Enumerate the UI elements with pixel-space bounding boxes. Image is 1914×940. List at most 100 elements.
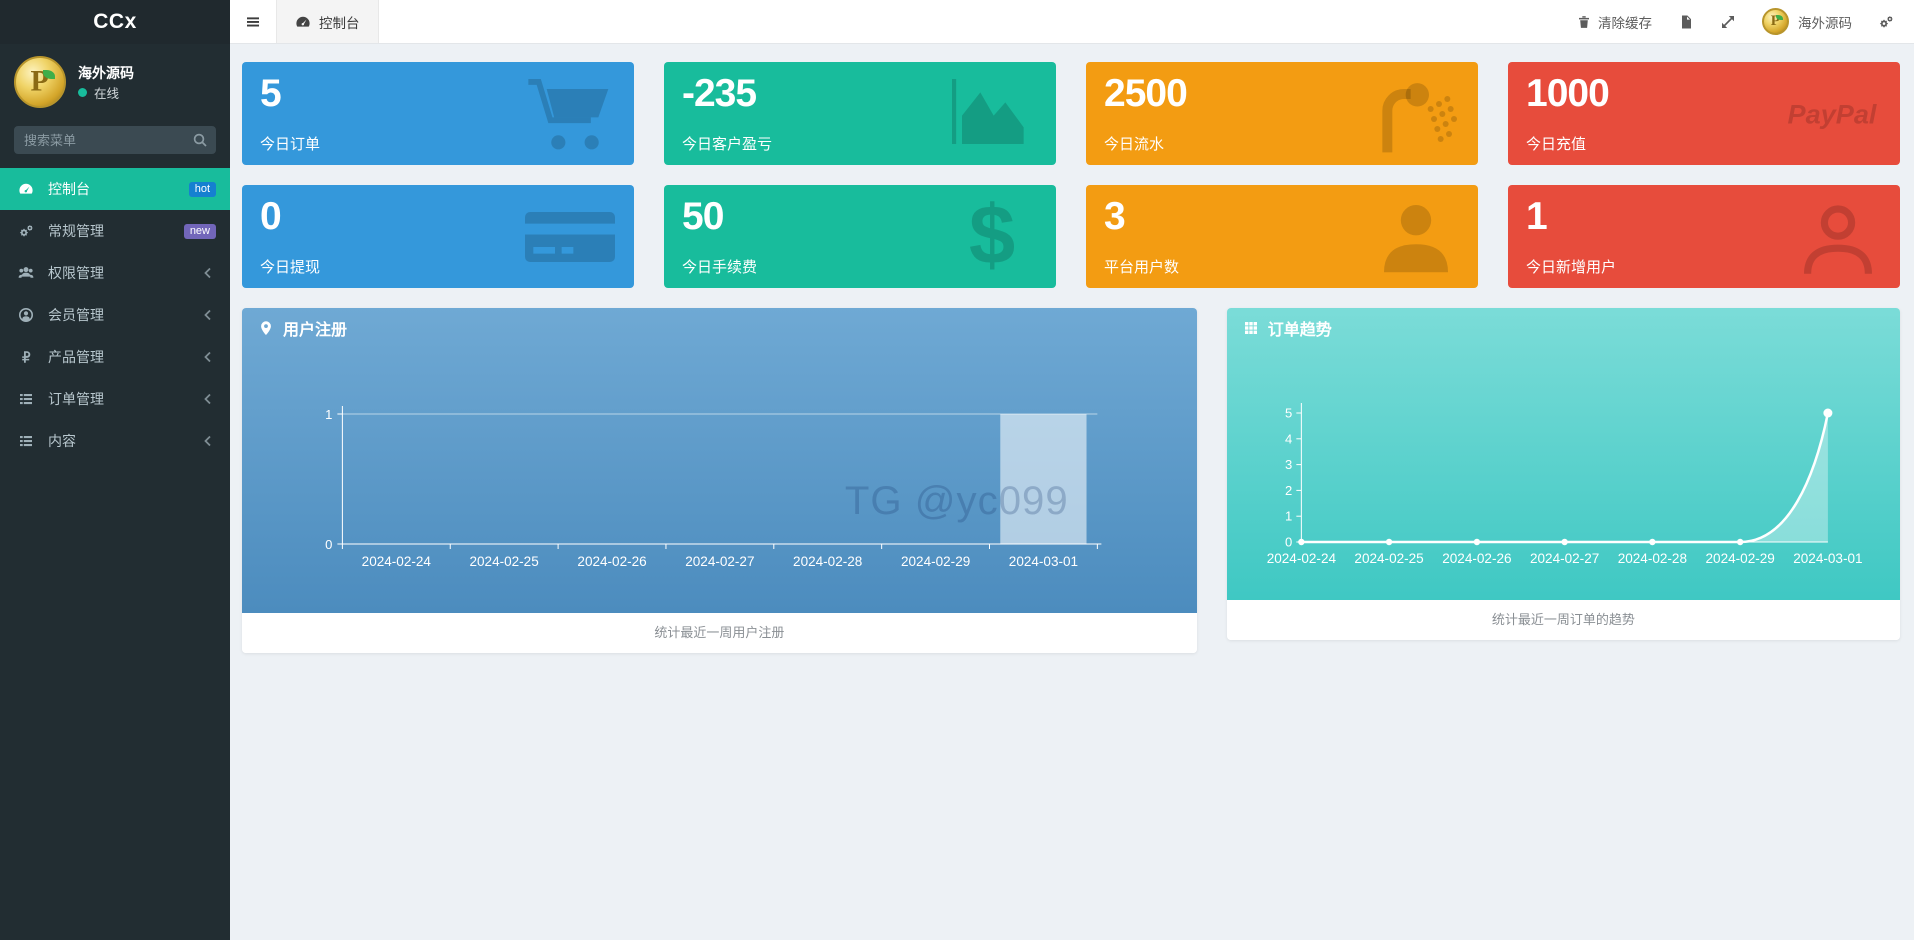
stat-card-4: 1000 今日充值 PayPal	[1508, 62, 1900, 165]
stat-label: 今日提现	[260, 259, 321, 276]
svg-text:2024-02-28: 2024-02-28	[793, 554, 862, 569]
sidebar-item-5[interactable]: 产品管理	[0, 336, 230, 378]
map-marker-icon	[258, 320, 274, 336]
svg-text:2024-02-24: 2024-02-24	[1266, 551, 1336, 566]
svg-text:2024-03-01: 2024-03-01	[1793, 551, 1862, 566]
list-icon	[18, 391, 35, 407]
shower-icon	[1364, 72, 1464, 156]
chevron-left-icon	[200, 391, 216, 407]
svg-text:2024-02-24: 2024-02-24	[362, 554, 432, 569]
svg-text:2024-02-25: 2024-02-25	[469, 554, 538, 569]
grid-icon	[1243, 320, 1259, 336]
svg-text:2024-02-27: 2024-02-27	[1530, 551, 1599, 566]
cogs-icon	[18, 223, 35, 239]
sidebar-item-label: 控制台	[48, 181, 90, 197]
svg-text:PayPal: PayPal	[1788, 98, 1877, 129]
user-filled-icon	[1368, 195, 1464, 279]
svg-text:4: 4	[1285, 431, 1292, 446]
stat-value: 2500	[1104, 72, 1188, 115]
sidebar-toggle-button[interactable]	[230, 0, 276, 43]
stat-card-6: 50 今日手续费 $	[664, 185, 1056, 288]
sidebar-item-label: 产品管理	[48, 349, 104, 365]
user-outline-icon	[1790, 195, 1886, 279]
avatar-small: P	[1762, 8, 1789, 35]
chart-title: 订单趋势	[1227, 308, 1900, 348]
sidebar-item-label: 订单管理	[48, 391, 104, 407]
stat-label: 今日订单	[260, 136, 321, 153]
sidebar-item-7[interactable]: 内容	[0, 420, 230, 462]
chart-title-label: 订单趋势	[1267, 322, 1332, 339]
stat-card-5: 0 今日提现	[242, 185, 634, 288]
stat-label: 今日充值	[1526, 136, 1587, 153]
refresh-page-button[interactable]	[1678, 14, 1694, 30]
area-chart-icon	[942, 72, 1042, 156]
stat-cards: 5 今日订单 -235 今日客户盈亏 2500 今日流水 1000 今日充值 P…	[242, 62, 1900, 288]
sidebar-item-label: 会员管理	[48, 307, 104, 323]
search-icon	[192, 132, 208, 148]
stat-value: 1000	[1526, 72, 1610, 115]
stat-label: 今日新增用户	[1526, 259, 1617, 276]
gauge-icon	[18, 181, 35, 197]
main-content: 5 今日订单 -235 今日客户盈亏 2500 今日流水 1000 今日充值 P…	[230, 44, 1914, 940]
svg-text:2024-02-27: 2024-02-27	[685, 554, 754, 569]
chart-title: 用户注册	[242, 308, 1197, 348]
user-name: 海外源码	[78, 64, 134, 81]
stat-card-2: -235 今日客户盈亏	[664, 62, 1056, 165]
settings-button[interactable]	[1878, 14, 1894, 30]
svg-text:2024-03-01: 2024-03-01	[1009, 554, 1078, 569]
cart-icon	[520, 72, 620, 156]
sidebar-item-3[interactable]: 权限管理	[0, 252, 230, 294]
sidebar-item-label: 常规管理	[48, 223, 104, 239]
svg-text:2024-02-26: 2024-02-26	[577, 554, 646, 569]
stat-value: 50	[682, 195, 724, 238]
chevron-left-icon	[200, 433, 216, 449]
chart-bar: 0 1 2024-02-24 2024-02-25 2024-02-26 2024-02-…	[325, 406, 1102, 569]
tab-dashboard[interactable]: 控制台	[276, 0, 379, 43]
sidebar-item-6[interactable]: 订单管理	[0, 378, 230, 420]
user-status: 在线	[94, 86, 120, 101]
charts-row: 用户注册 0 1 2024-02-24 2024-02-25 2024-02-26 202…	[242, 308, 1900, 653]
badge-hot: hot	[188, 181, 216, 197]
user-circle-icon	[18, 307, 35, 323]
clear-cache-button[interactable]: 清除缓存	[1576, 12, 1652, 32]
chart-title-label: 用户注册	[283, 322, 348, 339]
sidebar-item-label: 内容	[48, 433, 76, 449]
svg-text:2: 2	[1285, 483, 1292, 498]
stat-label: 平台用户数	[1104, 259, 1180, 276]
users-icon	[18, 265, 35, 281]
list-icon	[18, 433, 35, 449]
svg-text:1: 1	[325, 407, 332, 422]
stat-label: 今日手续费	[682, 259, 758, 276]
svg-text:3: 3	[1285, 457, 1292, 472]
svg-text:5: 5	[1285, 406, 1292, 421]
topbar-user-menu[interactable]: P 海外源码	[1762, 8, 1852, 35]
svg-text:$: $	[969, 195, 1015, 279]
svg-text:2024-02-29: 2024-02-29	[1705, 551, 1774, 566]
chevron-left-icon	[200, 349, 216, 365]
stat-value: 5	[260, 72, 282, 115]
stat-card-8: 1 今日新增用户	[1508, 185, 1900, 288]
badge-new: new	[183, 223, 216, 239]
stat-value: 1	[1526, 195, 1548, 238]
credit-card-icon	[520, 195, 620, 279]
user-panel: P 海外源码 在线	[0, 44, 230, 118]
clear-cache-label: 清除缓存	[1598, 15, 1652, 31]
svg-text:2024-02-29: 2024-02-29	[901, 554, 970, 569]
gauge-icon	[295, 14, 311, 30]
chart-panel-1: 用户注册 0 1 2024-02-24 2024-02-25 2024-02-26 202…	[242, 308, 1197, 653]
avatar: P	[14, 56, 66, 108]
fullscreen-button[interactable]	[1720, 14, 1736, 30]
sidebar-item-2[interactable]: 常规管理 new	[0, 210, 230, 252]
stat-card-3: 2500 今日流水	[1086, 62, 1478, 165]
sidebar-item-label: 权限管理	[48, 265, 104, 281]
svg-text:0: 0	[1285, 535, 1292, 550]
topbar-user-name: 海外源码	[1798, 15, 1852, 31]
stat-label: 今日客户盈亏	[682, 136, 773, 153]
stat-value: -235	[682, 72, 757, 115]
ruble-icon	[18, 349, 35, 365]
sidebar-item-1[interactable]: 控制台 hot	[0, 168, 230, 210]
svg-text:TG @yc099: TG @yc099	[845, 479, 1069, 523]
search-input[interactable]	[14, 126, 216, 154]
sidebar-item-4[interactable]: 会员管理	[0, 294, 230, 336]
paypal-icon: PayPal	[1778, 72, 1886, 156]
